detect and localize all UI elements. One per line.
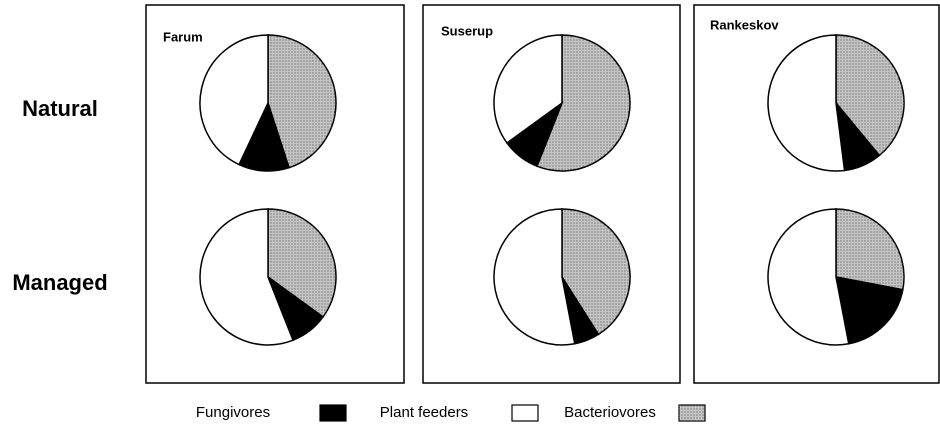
legend-swatch [511,404,539,422]
legend-label: Fungivores [196,404,270,421]
pie-slice [835,276,904,345]
legend-swatch [319,404,347,422]
column-label: Suserup [441,23,493,38]
pie-slice [493,34,563,145]
pie-slice [493,208,576,346]
slice-texture [836,35,904,156]
column-label: Farum [163,29,203,44]
legend-label: Bacteriovores [564,404,656,421]
row-label: Managed [12,270,107,295]
legend-texture [679,405,705,421]
slice-texture [268,35,336,168]
slice-texture [268,209,336,317]
slice-texture [536,35,630,172]
column-label: Rankeskov [710,17,779,32]
panel [693,4,940,384]
row-label: Natural [22,96,98,121]
legend-label: Plant feeders [380,404,468,421]
panel [145,4,405,384]
pie-slice [199,208,295,346]
pie-slice [199,34,269,166]
panel [422,4,681,384]
pie-slice [767,208,850,346]
slice-texture [836,209,905,290]
pie-slice [767,34,846,172]
